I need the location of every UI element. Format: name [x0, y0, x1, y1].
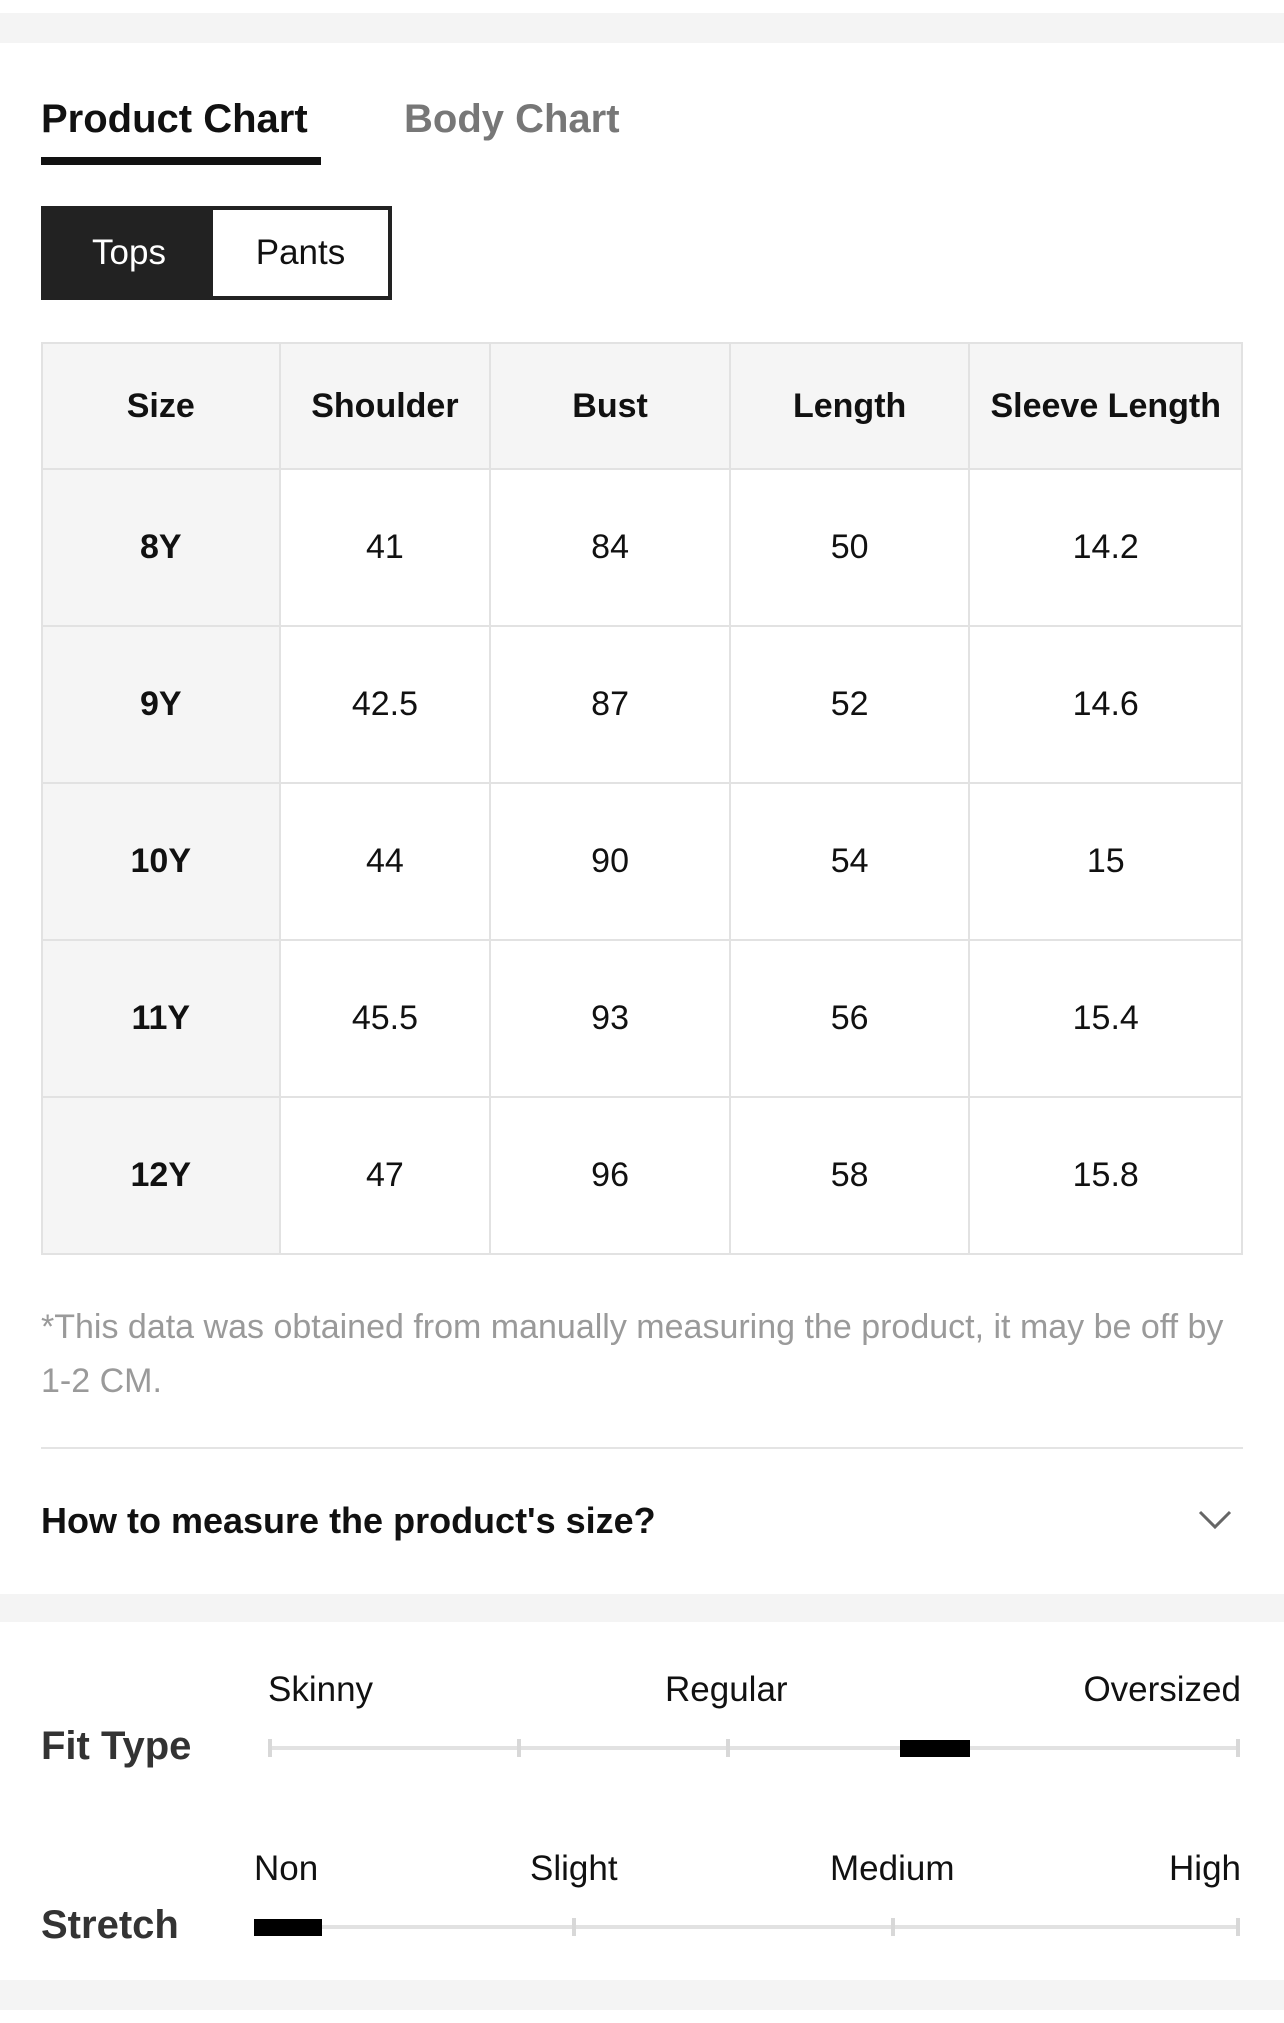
size-cell: 12Y	[41, 1096, 281, 1255]
table-row: 10Y 44 90 54 15	[41, 782, 1243, 941]
value-cell: 44	[278, 782, 492, 941]
value-cell: 14.2	[968, 468, 1243, 627]
sliders	[254, 1739, 1240, 1936]
value-cell: 15	[968, 782, 1243, 941]
header-cell: Length	[728, 342, 971, 470]
toggle-tops[interactable]: Tops	[45, 210, 213, 296]
stretch-scale: Non	[254, 1849, 319, 1888]
chevron[interactable]	[1198, 1508, 1232, 1532]
tab-body[interactable]: Body Chart	[404, 97, 620, 141]
mid-band	[0, 1594, 1284, 1622]
value-cell: 15.4	[968, 939, 1243, 1098]
value-cell: 52	[728, 625, 971, 784]
value-cell: 45.5	[278, 939, 492, 1098]
value-cell: 87	[489, 625, 731, 784]
value-cell: 42.5	[278, 625, 492, 784]
size-cell: 8Y	[41, 468, 281, 627]
stretch-label: Stretch	[41, 1903, 179, 1947]
toggle-pants[interactable]: Pants	[255, 233, 346, 272]
header-cell: Bust	[489, 342, 731, 470]
stretch-scale: High	[1169, 1849, 1241, 1888]
value-cell: 96	[489, 1096, 731, 1255]
size-cell: 10Y	[41, 782, 281, 941]
stretch-scale: Medium	[830, 1849, 955, 1888]
value-cell: 56	[728, 939, 971, 1098]
value-cell: 14.6	[968, 625, 1243, 784]
header-cell: Shoulder	[278, 342, 492, 470]
value-cell: 90	[489, 782, 731, 941]
tab-underline	[41, 157, 321, 165]
bottom-band	[0, 1980, 1284, 2010]
fit-scale: Oversized	[1083, 1670, 1241, 1709]
value-cell: 41	[278, 468, 492, 627]
value-cell: 58	[728, 1096, 971, 1255]
tab-product[interactable]: Product Chart	[41, 97, 308, 141]
fit-label: Fit Type	[41, 1724, 192, 1768]
fit-scale: Regular	[665, 1670, 788, 1709]
size-cell: 9Y	[41, 625, 281, 784]
accordion-title[interactable]: How to measure the product's size?	[41, 1500, 656, 1541]
value-cell: 50	[728, 468, 971, 627]
toggle: Tops Pants	[41, 206, 392, 300]
value-cell: 15.8	[968, 1096, 1243, 1255]
size-table: Size Shoulder Bust Length Sleeve Length 8Y 41…	[41, 342, 1243, 1255]
size-cell: 11Y	[41, 939, 281, 1098]
note: *This data was obtained from manually me…	[41, 1308, 1224, 1400]
header-cell: Size	[41, 342, 281, 470]
value-cell: 47	[278, 1096, 492, 1255]
value-cell: 84	[489, 468, 731, 627]
value-cell: 54	[728, 782, 971, 941]
table-row: 11Y 45.5 93 56 15.4	[41, 939, 1243, 1098]
stretch-scale: Slight	[530, 1849, 618, 1888]
table-body: 8Y 41 84 50 14.2 9Y 42.5 87 52 14.6 10Y 44 90 54 15 11Y…	[41, 468, 1243, 1255]
divider	[41, 1447, 1243, 1449]
table-row: 12Y 47 96 58 15.8	[41, 1096, 1243, 1255]
header-cell: Sleeve Length	[968, 342, 1243, 470]
header-row: Size Shoulder Bust Length Sleeve Length	[41, 342, 1243, 470]
top-band	[0, 13, 1284, 43]
table-row: 8Y 41 84 50 14.2	[41, 468, 1243, 627]
table-row: 9Y 42.5 87 52 14.6	[41, 625, 1243, 784]
value-cell: 93	[489, 939, 731, 1098]
fit-scale: Skinny	[268, 1670, 374, 1709]
